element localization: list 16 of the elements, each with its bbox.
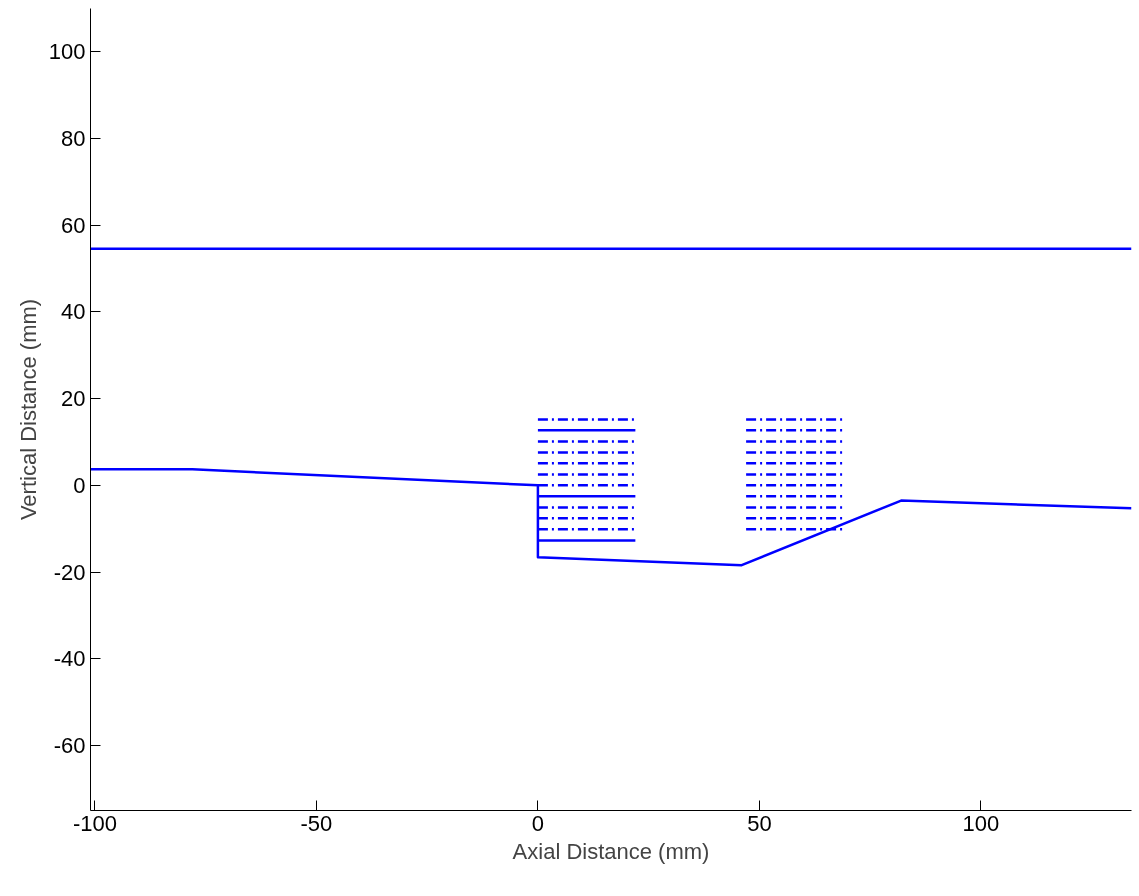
x-tick-label: 0 bbox=[531, 810, 545, 836]
x-tick-label: 50 bbox=[747, 810, 772, 836]
y-tick-label: 0 bbox=[73, 472, 86, 498]
y-tick-label: -40 bbox=[53, 646, 86, 672]
x-tick-label: 100 bbox=[962, 810, 1000, 836]
y-tick-label: 20 bbox=[61, 386, 86, 412]
y-tick-label: 80 bbox=[61, 126, 86, 152]
y-tick-label: 40 bbox=[61, 299, 86, 325]
x-tick-label: -50 bbox=[300, 810, 333, 836]
y-tick-label: 100 bbox=[48, 39, 86, 65]
x-tick-label: -100 bbox=[72, 810, 117, 836]
y-tick-label: -60 bbox=[53, 732, 86, 758]
y-axis-title: Vertical Distance (mm) bbox=[15, 298, 41, 521]
x-axis-title: Axial Distance (mm) bbox=[512, 838, 710, 864]
y-tick-label: -20 bbox=[53, 559, 86, 585]
y-tick-label: 60 bbox=[61, 212, 86, 238]
